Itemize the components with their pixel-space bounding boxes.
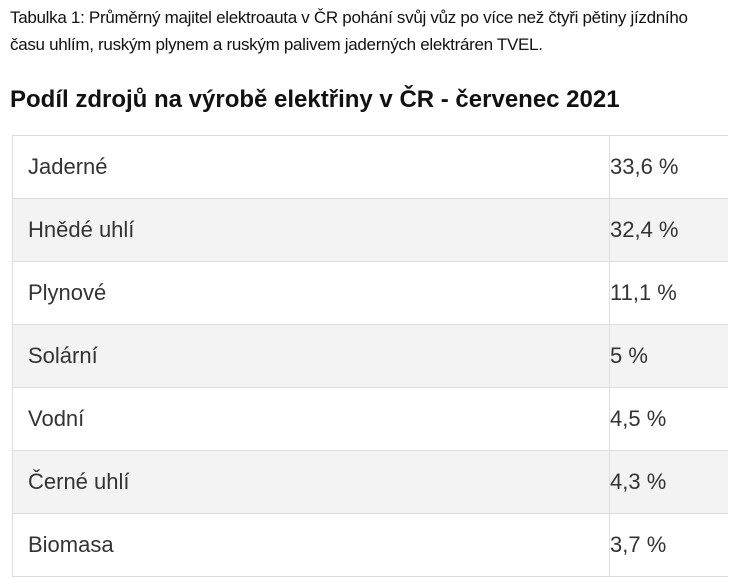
source-name: Solární (12, 324, 610, 388)
share-value: 4,3 % (609, 450, 728, 514)
share-value: 3,7 % (609, 513, 728, 577)
share-value: 32,4 % (609, 198, 728, 262)
table: Jaderné 33,6 % Hnědé uhlí 32,4 % Plynové 11,1… (12, 135, 728, 577)
table-row: Biomasa 3,7 % (12, 513, 728, 577)
table-row: Plynové 11,1 % (12, 261, 728, 325)
share-value: 4,5 % (609, 387, 728, 451)
table-row: Černé uhlí 4,3 % (12, 450, 728, 514)
share-value: 11,1 % (609, 261, 728, 325)
table-body: Jaderné 33,6 % Hnědé uhlí 32,4 % Plynové 11,1… (12, 135, 728, 577)
source-name: Černé uhlí (12, 450, 610, 514)
source-name: Hnědé uhlí (12, 198, 610, 262)
caption: Tabulka 1: Průměrný majitel elektroauta … (10, 8, 688, 54)
table-row: Hnědé uhlí 32,4 % (12, 198, 728, 262)
table-row: Jaderné 33,6 % (12, 135, 728, 199)
source-name: Vodní (12, 387, 610, 451)
table-title: Podíl zdrojů na výrobě elektřiny v ČR - … (10, 86, 620, 113)
source-name: Biomasa (12, 513, 610, 577)
source-name: Plynové (12, 261, 610, 325)
table-row: Solární 5 % (12, 324, 728, 388)
share-value: 33,6 % (609, 135, 728, 199)
table-row: Vodní 4,5 % (12, 387, 728, 451)
source-name: Jaderné (12, 135, 610, 199)
share-value: 5 % (609, 324, 728, 388)
